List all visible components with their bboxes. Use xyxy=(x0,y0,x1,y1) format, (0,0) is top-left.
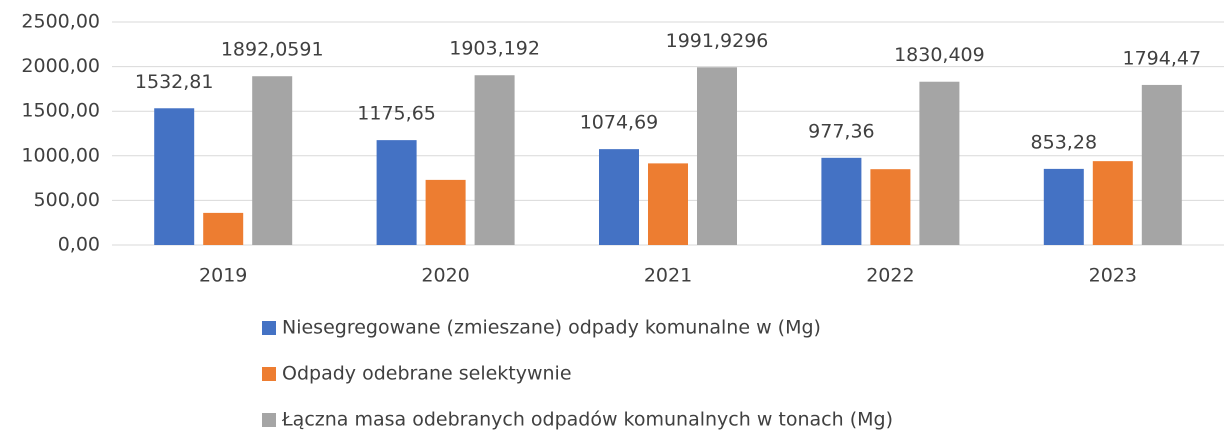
bar xyxy=(376,140,417,245)
legend-label: Odpady odebrane selektywnie xyxy=(282,363,572,385)
legend-swatch xyxy=(262,367,276,381)
bar xyxy=(870,169,911,245)
x-tick-label: 2022 xyxy=(866,265,914,287)
data-label: 853,28 xyxy=(1031,131,1097,153)
data-label: 977,36 xyxy=(808,120,874,142)
x-tick-label: 2020 xyxy=(421,265,469,287)
data-label: 1903,192 xyxy=(449,38,540,60)
bar xyxy=(599,149,639,245)
legend-swatch xyxy=(262,321,276,335)
data-label: 1794,47 xyxy=(1123,47,1202,69)
data-label: 1830,409 xyxy=(894,44,985,66)
x-tick-label: 2021 xyxy=(644,265,692,287)
bar xyxy=(697,67,737,245)
y-tick-label: 0,00 xyxy=(58,234,100,256)
bar xyxy=(474,75,515,245)
legend-label: Łączna masa odebranych odpadów komunalny… xyxy=(281,409,893,431)
data-label: 1532,81 xyxy=(135,71,214,93)
bar xyxy=(821,157,862,245)
bar xyxy=(1141,84,1182,245)
data-label: 1892,0591 xyxy=(221,39,324,61)
bar xyxy=(154,108,195,245)
data-label: 1074,69 xyxy=(580,112,659,134)
x-tick-label: 2023 xyxy=(1089,265,1137,287)
y-tick-label: 500,00 xyxy=(34,189,100,211)
legend-label: Niesegregowane (zmieszane) odpady komuna… xyxy=(282,317,821,339)
y-tick-label: 2500,00 xyxy=(21,11,100,33)
bar xyxy=(1092,161,1133,245)
y-tick-label: 1000,00 xyxy=(21,144,100,166)
bar xyxy=(648,163,688,245)
bar xyxy=(1043,168,1084,245)
y-tick-label: 2000,00 xyxy=(21,55,100,77)
data-label: 1991,9296 xyxy=(666,30,769,52)
legend-swatch xyxy=(262,413,276,427)
bar xyxy=(252,76,293,245)
y-tick-label: 1500,00 xyxy=(21,100,100,122)
x-tick-label: 2019 xyxy=(199,265,247,287)
bar xyxy=(919,81,960,246)
data-label: 1175,65 xyxy=(357,103,436,125)
bar xyxy=(203,212,244,245)
bar xyxy=(425,179,466,245)
